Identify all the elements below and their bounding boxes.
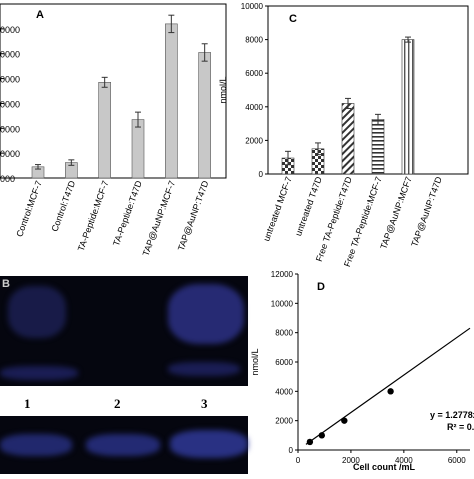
gel-band — [86, 434, 160, 456]
x-tick-label: 0 — [296, 456, 301, 465]
bar — [165, 23, 178, 179]
r2-label: R² = 0.99 — [447, 422, 474, 432]
x-tick-label: TAP@AuNP:MCF7 — [378, 175, 414, 250]
gel-band — [0, 434, 72, 456]
data-point — [306, 438, 314, 446]
panel-letter: D — [317, 281, 325, 293]
x-tick-label: TA-Peptide:MCF-7 — [76, 179, 111, 252]
y-tick-label: 6000 — [245, 69, 263, 78]
panel-d: 0 2000 4000 6000 8000 10000 12000 0 2000 4000 6000… — [250, 270, 474, 472]
y-tick-label: 0000 — [0, 50, 20, 60]
y-tick-label: 0 — [259, 170, 264, 179]
y-tick-label: 12000 — [271, 270, 294, 279]
x-axis-label: Cell count /mL — [353, 462, 416, 472]
x-tick-label: Control:T47D — [50, 179, 78, 233]
gel-corner-mark: B — [2, 278, 10, 290]
bar — [341, 103, 355, 175]
trendline — [305, 327, 471, 445]
data-point — [318, 432, 326, 439]
gel-image-top: B — [0, 276, 248, 386]
y-tick-label: 4000 — [275, 387, 293, 396]
y-tick-label: 6000 — [275, 358, 293, 367]
bar — [98, 82, 111, 179]
y-tick-label: 0000 — [0, 25, 20, 35]
x-tick-label: 2000 — [342, 456, 360, 465]
y-tick-label: 2000 — [245, 136, 263, 145]
y-tick-label: 10000 — [271, 299, 294, 308]
lane-label-1: 1 — [24, 396, 31, 411]
lane-label-3: 3 — [201, 396, 208, 411]
x-tick-label: TAP@AuNP:T47D — [409, 175, 444, 248]
x-tick-label: TAP@AuNP:MCF-7 — [141, 179, 178, 257]
y-tick-label: 4000 — [245, 103, 263, 112]
gel-band — [168, 362, 240, 376]
equation-label: y = 1.2778x — [430, 410, 474, 420]
y-tick-label: 0 — [289, 446, 294, 455]
panel-letter: A — [36, 9, 44, 21]
gel-band — [8, 286, 66, 338]
x-tick-label: 4000 — [395, 456, 413, 465]
y-tick-label: 000 — [0, 174, 15, 184]
y-tick-label: 8000 — [275, 329, 293, 338]
bar — [198, 52, 211, 179]
y-tick-label: 2000 — [275, 417, 293, 426]
gel-image-bottom — [0, 416, 248, 474]
panel-letter: C — [289, 13, 297, 25]
y-axis-label: nmol/L — [218, 76, 228, 103]
gel-band — [0, 366, 78, 380]
x-tick-label: TAP@AuNP:T47D — [176, 179, 211, 252]
y-tick-label: 0000 — [0, 124, 20, 134]
y-tick-label: 0000 — [0, 99, 20, 109]
data-point — [341, 417, 348, 424]
bar — [371, 119, 385, 175]
x-tick-label: untreated MCF-7 — [261, 175, 294, 242]
panel-a: 000000000000000000000000000AControl:MCF-… — [0, 3, 227, 257]
gel-band — [170, 430, 248, 458]
plot-frame — [0, 3, 227, 179]
lane-label-2: 2 — [114, 396, 121, 411]
bar — [131, 119, 145, 179]
x-tick-label: Control:MCF-7 — [14, 179, 44, 238]
x-tick-label: untreated T47D — [293, 175, 324, 238]
plot-frame — [267, 5, 469, 175]
y-tick-label: 8000 — [245, 36, 263, 45]
y-tick-label: 0000 — [0, 149, 20, 159]
gel-band — [168, 284, 244, 344]
x-tick-label: 6000 — [448, 456, 466, 465]
y-tick-label: 10000 — [241, 2, 264, 11]
y-tick-label: 0000 — [0, 75, 20, 85]
data-point — [387, 388, 394, 395]
bar — [401, 39, 415, 175]
x-tick-label: TA-Peptide:T47D — [111, 179, 144, 248]
y-axis-label: nmol/L — [250, 348, 260, 375]
